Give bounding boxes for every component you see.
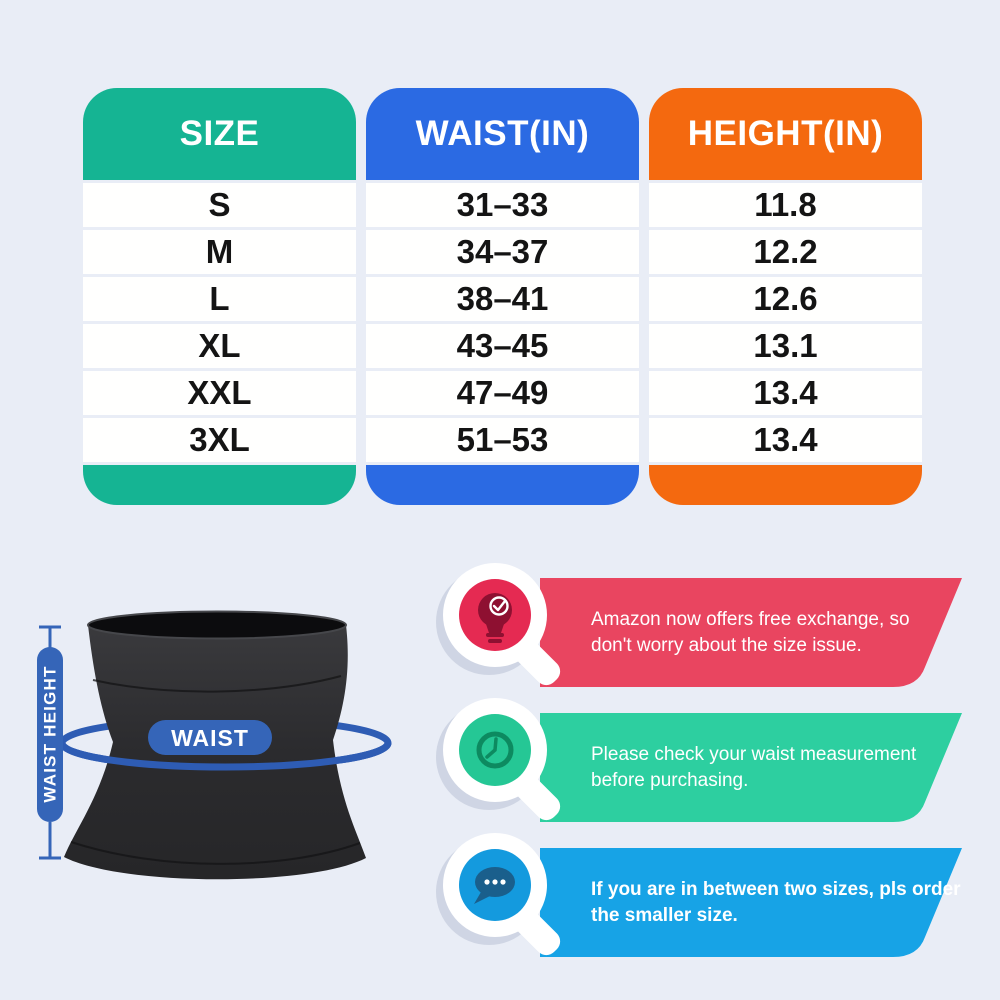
banner-check-measurement: Please check your waist measurement befo… <box>427 695 972 835</box>
cell-size-3xl: 3XL <box>83 418 356 462</box>
table-header-size: SIZE <box>83 88 356 180</box>
chat-icon <box>474 867 515 904</box>
cell-waist-3xl: 51–53 <box>366 418 639 462</box>
banner-free-exchange: Amazon now offers free exchange, so don'… <box>427 560 972 700</box>
size-chart-table: SIZE WAIST(IN) HEIGHT(IN) S 31–33 11.8 M… <box>83 88 922 505</box>
banner-line: Amazon now offers free exchange, so <box>591 608 910 630</box>
cell-height-xl: 13.1 <box>649 324 922 368</box>
clock-icon <box>476 731 514 769</box>
banner-line: the smaller size. <box>591 904 738 926</box>
cell-size-xxl: XXL <box>83 371 356 415</box>
banner-line: before purchasing. <box>591 769 749 791</box>
cell-height-3xl: 13.4 <box>649 418 922 462</box>
table-header-waist: WAIST(IN) <box>366 88 639 180</box>
table-footer-size <box>83 465 356 505</box>
seam-top <box>92 675 342 693</box>
cell-height-l: 12.6 <box>649 277 922 321</box>
cell-size-s: S <box>83 183 356 227</box>
waist-label-pill <box>148 720 272 755</box>
cell-height-xxl: 13.4 <box>649 371 922 415</box>
cell-size-xl: XL <box>83 324 356 368</box>
banner-text: Please check your waist measurement befo… <box>591 713 961 822</box>
bulb-check-icon <box>478 593 512 643</box>
waist-label: WAIST <box>171 725 249 751</box>
banner-line: don't worry about the size issue. <box>591 634 862 656</box>
cell-waist-xl: 43–45 <box>366 324 639 368</box>
waist-height-label: WAIST HEIGHT <box>41 665 60 802</box>
table-header-height: HEIGHT(IN) <box>649 88 922 180</box>
table-footer-height <box>649 465 922 505</box>
table-footer-waist <box>366 465 639 505</box>
cell-waist-m: 34–37 <box>366 230 639 274</box>
banner-line: If you are in between two sizes, pls ord… <box>591 878 961 900</box>
waist-height-ruler <box>39 625 61 860</box>
cell-size-m: M <box>83 230 356 274</box>
cell-height-m: 12.2 <box>649 230 922 274</box>
waist-trainer-illustration: WAIST WAIST HEIGHT <box>37 610 392 880</box>
cell-size-l: L <box>83 277 356 321</box>
seam-bottom <box>70 841 361 865</box>
banner-ribbon <box>540 578 962 687</box>
waist-band-front <box>58 742 392 771</box>
banner-text: If you are in between two sizes, pls ord… <box>591 848 961 957</box>
cell-waist-s: 31–33 <box>366 183 639 227</box>
cell-height-s: 11.8 <box>649 183 922 227</box>
cell-waist-xxl: 47–49 <box>366 371 639 415</box>
waist-trainer-opening <box>87 610 347 640</box>
banner-ribbon <box>540 713 962 822</box>
banner-text: Amazon now offers free exchange, so don'… <box>591 578 961 687</box>
banner-between-sizes: If you are in between two sizes, pls ord… <box>427 830 972 970</box>
banner-ribbon <box>540 848 962 957</box>
cell-waist-l: 38–41 <box>366 277 639 321</box>
banner-line: Please check your waist measurement <box>591 743 917 765</box>
waist-height-pill <box>37 647 63 822</box>
